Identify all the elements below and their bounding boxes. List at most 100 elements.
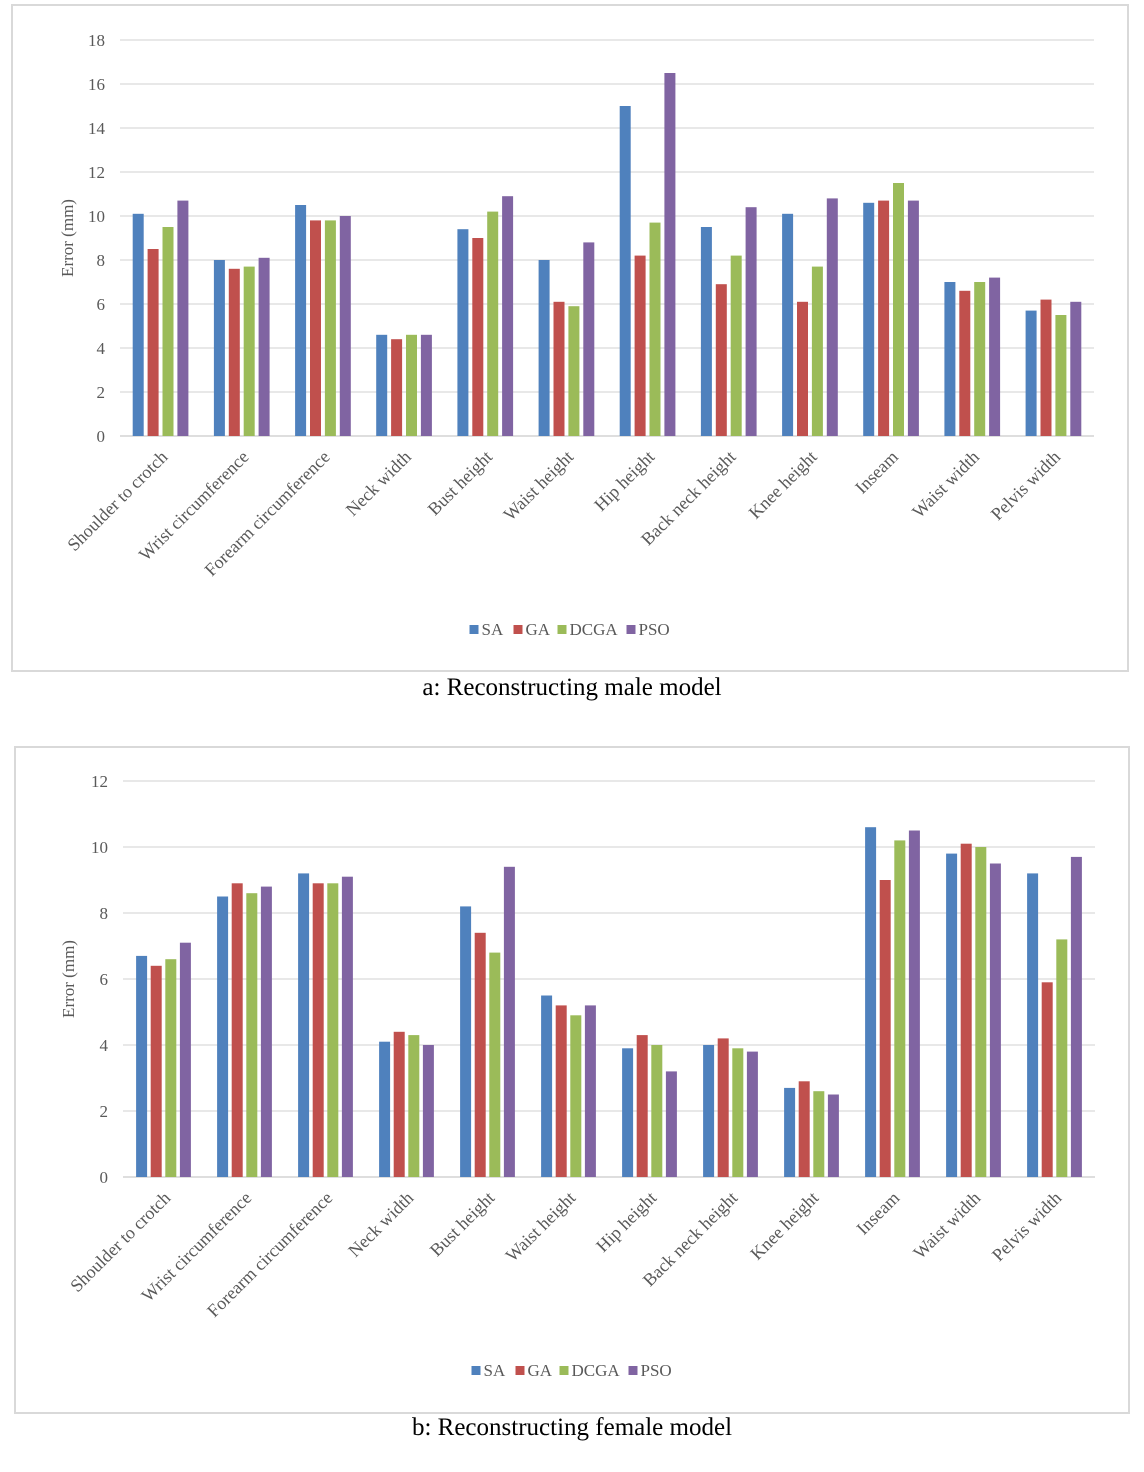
y-tick-label: 2 [100,1102,109,1121]
bar-dcga-1 [246,893,258,1177]
bar-dcga-7 [732,1048,744,1177]
x-tick-label: Knee height [746,1188,822,1264]
bar-pso-7 [745,207,757,436]
bar-dcga-2 [327,883,339,1177]
bar-dcga-6 [651,1045,663,1177]
bar-dcga-1 [243,266,255,436]
bar-pso-8 [827,1094,839,1177]
bar-dcga-9 [894,840,906,1177]
legend-swatch-dcga [557,625,567,634]
bar-ga-10 [959,290,971,436]
legend-swatch-dcga [559,1366,569,1375]
bar-ga-11 [1040,299,1052,436]
y-tick-label: 0 [97,427,106,446]
bar-sa-11 [1027,873,1039,1177]
legend-swatch-pso [626,625,636,634]
legend-label-sa: SA [482,620,504,639]
bar-sa-10 [944,282,956,436]
bar-pso-4 [503,866,515,1177]
x-tick-label: Waist width [909,1188,984,1263]
bar-ga-8 [798,1081,810,1177]
y-tick-label: 4 [97,339,106,358]
bar-pso-0 [179,942,191,1177]
legend-swatch-ga [513,625,523,634]
x-tick-label: Waist width [908,447,983,522]
y-tick-label: 18 [88,31,105,50]
bar-dcga-11 [1056,939,1068,1177]
bar-dcga-3 [406,334,417,436]
legend-swatch-sa [471,1366,481,1375]
legend-swatch-pso [628,1366,638,1375]
bar-pso-5 [584,1005,596,1177]
bar-ga-0 [147,249,159,436]
bar-pso-3 [420,334,432,436]
legend-label-pso: PSO [641,1361,672,1380]
bar-ga-1 [231,883,243,1177]
bar-sa-11 [1025,310,1037,436]
bar-sa-6 [619,106,631,436]
bar-dcga-5 [570,1015,582,1177]
bar-ga-6 [636,1035,648,1177]
x-tick-label: Waist height [499,447,577,525]
bar-dcga-10 [974,282,986,436]
bar-ga-9 [879,880,891,1177]
x-tick-label: Bust height [426,1188,498,1260]
bar-ga-0 [150,965,162,1177]
bar-sa-1 [213,260,225,436]
x-tick-label: Inseam [851,447,902,498]
bar-sa-2 [298,873,310,1177]
bar-ga-9 [878,200,890,436]
bar-dcga-6 [649,222,661,436]
legend-label-pso: PSO [639,620,670,639]
legend-label-dcga: DCGA [572,1361,621,1380]
bar-pso-9 [907,200,919,436]
bar-pso-2 [341,876,353,1177]
bar-pso-0 [177,200,189,436]
bar-ga-5 [555,1005,567,1177]
bar-sa-4 [457,229,469,436]
y-axis-title: Error (mm) [58,199,77,277]
bar-ga-10 [960,843,972,1177]
bar-dcga-5 [568,306,580,436]
bar-dcga-8 [813,1091,825,1177]
bar-dcga-4 [487,211,499,436]
bar-sa-0 [132,213,144,436]
bar-pso-5 [583,242,595,436]
bar-sa-9 [865,827,877,1177]
bar-pso-6 [664,73,676,436]
bar-sa-10 [946,853,958,1177]
x-tick-label: Bust height [424,447,496,519]
bar-dcga-10 [975,847,987,1177]
bar-ga-2 [312,883,324,1177]
y-tick-label: 16 [88,75,105,94]
legend-swatch-ga [515,1366,525,1375]
bar-dcga-7 [730,255,742,436]
x-tick-label: Knee height [745,447,821,523]
x-tick-label: Pelvis width [987,447,1064,524]
bar-sa-9 [863,202,875,436]
bar-dcga-0 [165,959,177,1177]
y-tick-label: 12 [91,772,108,791]
bar-ga-11 [1041,982,1053,1177]
bar-ga-7 [715,284,727,436]
bar-pso-11 [1070,301,1082,436]
chart-panel-male: 0 2 4 6 8 10 12 14 16 18 Error (mm) Shoulder to cro… [11,4,1129,672]
bar-pso-2 [339,216,351,436]
bar-ga-3 [391,339,403,436]
bar-pso-1 [258,257,270,436]
x-tick-label: Hip height [590,447,658,515]
bar-sa-7 [700,227,712,436]
bar-pso-11 [1070,856,1082,1177]
y-tick-label: 10 [88,207,105,226]
bar-pso-10 [989,863,1001,1177]
x-tick-label: Neck width [342,447,415,520]
bar-sa-4 [460,906,472,1177]
bar-dcga-3 [408,1035,420,1177]
y-tick-label: 8 [97,251,106,270]
bar-pso-4 [502,196,514,436]
bar-ga-7 [717,1038,729,1177]
caption-male: a: Reconstructing male model [422,674,722,701]
bar-dcga-4 [489,952,501,1177]
